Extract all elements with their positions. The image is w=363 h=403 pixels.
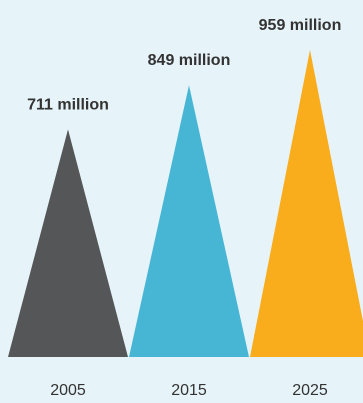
triangle-2005 — [8, 129, 128, 357]
triangle-2015 — [129, 85, 249, 357]
category-label-2025: 2025 — [292, 382, 328, 399]
category-label-2015: 2015 — [171, 382, 207, 399]
category-labels: 2005 2015 2025 — [50, 382, 328, 399]
value-label-2025: 959 million — [259, 17, 342, 34]
triangle-2025 — [250, 50, 363, 357]
chart-marks — [8, 50, 363, 357]
value-labels: 711 million 849 million 959 million — [27, 17, 341, 113]
category-label-2005: 2005 — [50, 382, 86, 399]
value-label-2005: 711 million — [27, 96, 109, 113]
value-label-2015: 849 million — [148, 52, 231, 69]
